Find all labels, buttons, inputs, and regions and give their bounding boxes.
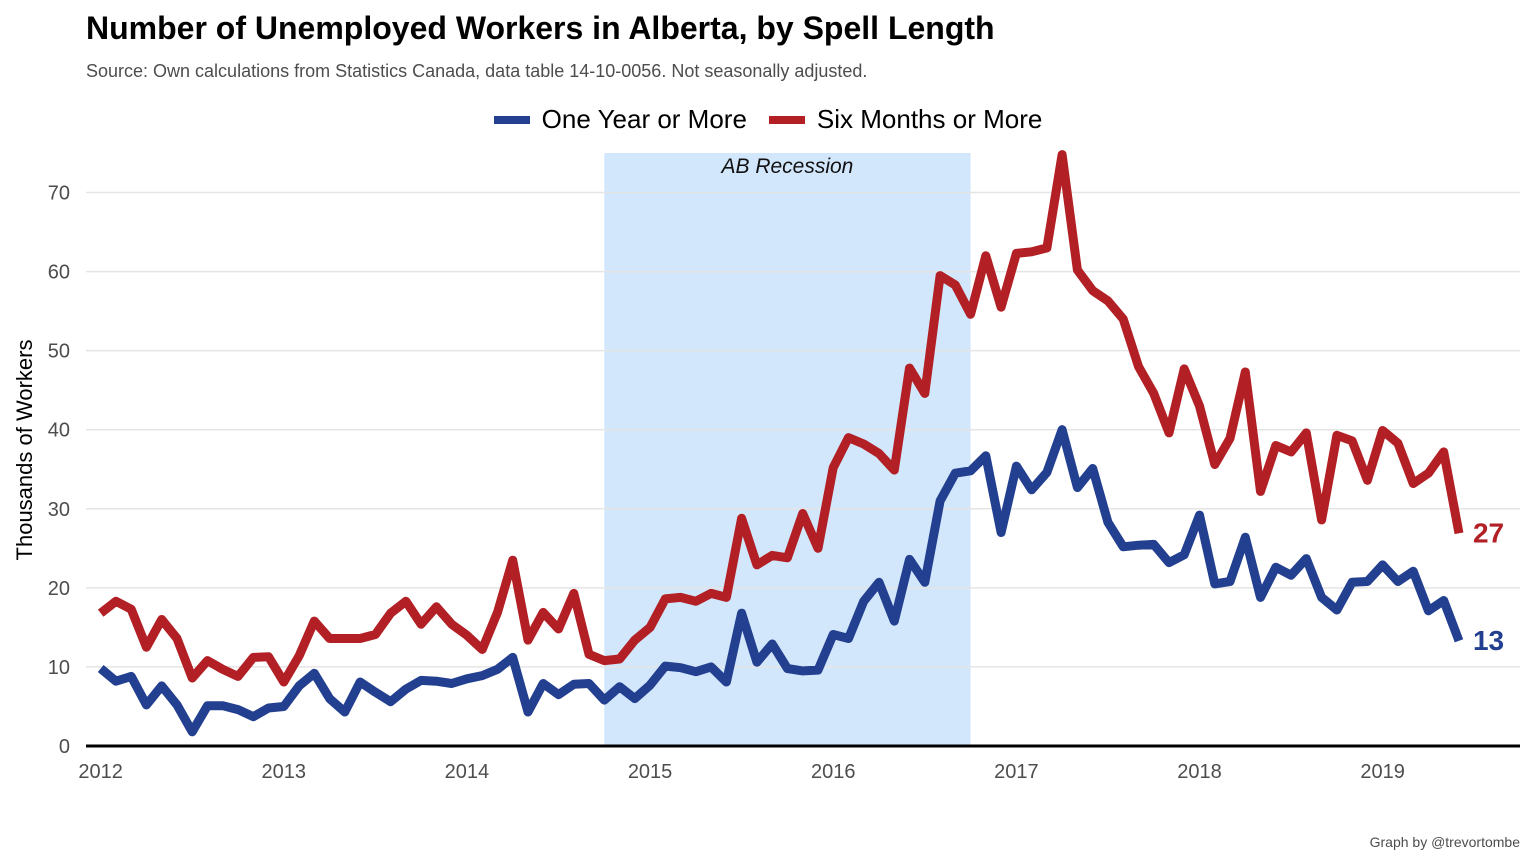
series-line-six-months (97, 150, 1464, 687)
legend: One Year or More Six Months or More (0, 104, 1536, 135)
y-tick-label: 60 (48, 262, 70, 284)
y-tick-label: 40 (48, 420, 70, 442)
caption: Graph by @trevortombe (1369, 834, 1520, 850)
x-tick-label: 2012 (78, 761, 123, 783)
y-tick-label: 30 (48, 499, 70, 521)
chart-title: Number of Unemployed Workers in Alberta,… (86, 10, 995, 46)
x-tick-label: 2016 (811, 761, 856, 783)
y-tick-label: 0 (59, 736, 70, 758)
legend-swatch-six-months (768, 115, 805, 124)
x-tick-label: 2018 (1177, 761, 1222, 783)
y-tick-label: 70 (48, 183, 70, 205)
y-tick-label: 10 (48, 657, 70, 679)
legend-label-six-months: Six Months or More (816, 104, 1043, 134)
legend-item-six-months: Six Months or More (768, 104, 1043, 135)
x-tick-label: 2015 (628, 761, 673, 783)
y-tick-label: 20 (48, 578, 70, 600)
end-label-six-months: 27 (1473, 517, 1504, 548)
x-tick-label: 2013 (262, 761, 307, 783)
recession-label: AB Recession (719, 155, 853, 178)
legend-swatch-one-year (493, 115, 530, 124)
recession-band (604, 153, 971, 746)
legend-label-one-year: One Year or More (541, 104, 747, 134)
y-tick-label: 50 (48, 341, 70, 363)
x-tick-label: 2019 (1360, 761, 1405, 783)
legend-item-one-year: One Year or More (493, 104, 747, 135)
x-tick-label: 2017 (994, 761, 1039, 783)
end-label-one-year: 13 (1473, 625, 1504, 656)
x-tick-label: 2014 (445, 761, 490, 783)
chart-subtitle: Source: Own calculations from Statistics… (86, 61, 868, 81)
series-line-one-year (97, 425, 1464, 737)
